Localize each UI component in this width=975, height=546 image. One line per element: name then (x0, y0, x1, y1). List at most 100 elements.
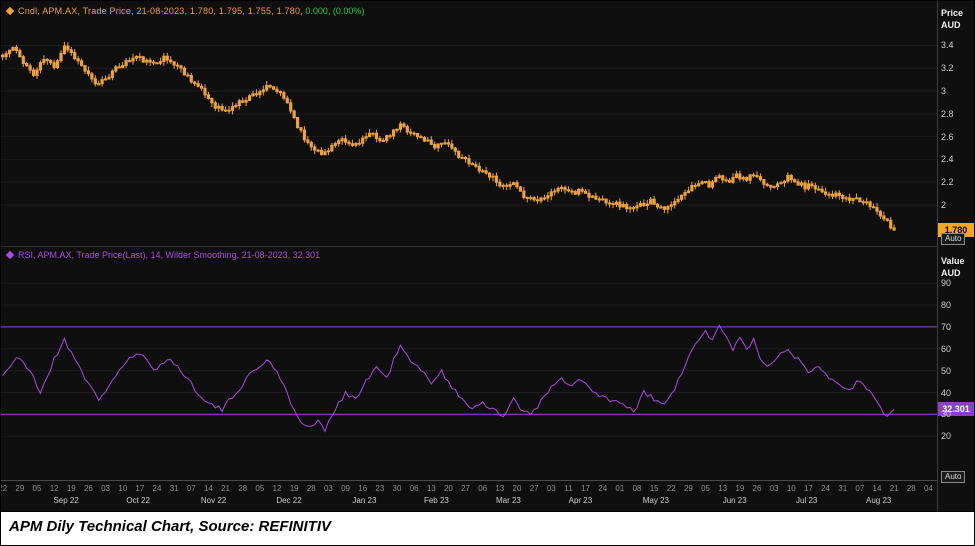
week-label: 15 (649, 484, 659, 493)
week-label: 26 (752, 484, 762, 493)
price-axis-tick-label: 2.4 (941, 154, 954, 165)
week-label: 21 (221, 484, 231, 493)
rsi-axis-tick-label: 90 (941, 278, 952, 289)
rsi-legend-text: RSI, APM.AX, Trade Price(Last), 14, Wild… (18, 250, 321, 260)
week-label: 05 (32, 484, 42, 493)
price-axis-tick-label: 2.8 (941, 108, 954, 119)
week-label: 05 (255, 484, 265, 493)
month-label: Mar 23 (495, 496, 521, 505)
price-axis-tick-label: 2.6 (941, 131, 954, 142)
week-label: 31 (169, 484, 179, 493)
week-label: 19 (289, 484, 299, 493)
month-label: Apr 23 (568, 496, 593, 505)
week-label: 14 (872, 484, 882, 493)
week-label: 24 (152, 484, 162, 493)
week-label: 12 (49, 484, 59, 493)
price-axis-tick-label: 2 (941, 199, 947, 210)
week-label: 30 (392, 484, 402, 493)
month-label: Jun 23 (722, 496, 747, 505)
rsi-axis-tick-label: 30 (941, 409, 952, 420)
week-label: 24 (598, 484, 608, 493)
month-label: Sep 22 (53, 496, 79, 505)
week-label: 31 (838, 484, 848, 493)
month-label: Jul 23 (796, 496, 818, 505)
price-axis-tick-label: 2.2 (941, 177, 954, 188)
rsi-axis-tick-label: 50 (941, 365, 952, 376)
week-label: 28 (906, 484, 916, 493)
week-label: 17 (803, 484, 813, 493)
price-legend[interactable]: Cndl, APM.AX, Trade Price, 21-08-2023, 1… (5, 6, 365, 17)
price-axis-tick-label: 3.4 (941, 40, 954, 51)
week-label: 28 (238, 484, 248, 493)
week-label: 13 (495, 484, 505, 493)
price-legend-text: Cndl, APM.AX, Trade Price, 21-08-2023, 1… (18, 6, 303, 16)
week-label: 13 (718, 484, 728, 493)
month-label: Feb 23 (423, 496, 449, 505)
right-axis: Price AUD Value AUD 1.780 32.301 Auto Au… (937, 1, 974, 511)
week-label: 06 (409, 484, 419, 493)
week-label: 03 (101, 484, 111, 493)
week-label: 17 (135, 484, 145, 493)
week-label: 08 (632, 484, 642, 493)
week-label: 07 (186, 484, 196, 493)
rsi-series-icon (5, 250, 15, 260)
month-label: Aug 23 (866, 496, 892, 505)
week-label: 14 (203, 484, 213, 493)
rsi-axis-auto-button[interactable]: Auto (941, 471, 966, 483)
rsi-legend[interactable]: RSI, APM.AX, Trade Price(Last), 14, Wild… (5, 250, 321, 261)
last-rsi-badge: 32.301 (938, 402, 974, 417)
week-label: 21 (889, 484, 899, 493)
week-label: 10 (786, 484, 796, 493)
week-label: 07 (855, 484, 865, 493)
price-change-text: 0.000, (0.00%) (305, 6, 365, 16)
price-candlestick-panel[interactable] (1, 1, 937, 246)
week-label: 29 (15, 484, 25, 493)
week-label: 17 (581, 484, 591, 493)
price-axis-auto-button[interactable]: Auto (941, 233, 966, 245)
week-label: 10 (118, 484, 128, 493)
week-label: 20 (512, 484, 522, 493)
x-axis[interactable]: 22 29 05 12 19 26 03 10 17 24 31 07 14 21 28 05 12 19 28 03… (1, 480, 937, 511)
week-label: 28 (306, 484, 316, 493)
week-label: 20 (443, 484, 453, 493)
week-label: 05 (701, 484, 711, 493)
week-label: 24 (821, 484, 831, 493)
week-label: 11 (564, 484, 573, 493)
week-label: 16 (358, 484, 368, 493)
week-label: 03 (546, 484, 556, 493)
rsi-axis-tick-label: 40 (941, 387, 952, 398)
price-axis-tick-label: 3.2 (941, 63, 954, 74)
value-axis-title: Value AUD (941, 256, 965, 278)
rsi-axis-tick-label: 70 (941, 321, 952, 332)
week-label: 23 (375, 484, 385, 493)
week-label: 19 (735, 484, 745, 493)
week-label: 06 (478, 484, 488, 493)
week-label: 01 (615, 484, 625, 493)
week-label: 27 (461, 484, 471, 493)
price-axis-tick-label: 3 (941, 86, 947, 97)
week-label: 22 (666, 484, 676, 493)
week-label: 26 (83, 484, 93, 493)
rsi-axis-tick-label: 20 (941, 431, 952, 442)
week-label: 03 (769, 484, 779, 493)
rsi-panel[interactable] (1, 246, 937, 480)
week-label: 19 (66, 484, 76, 493)
week-label: 09 (341, 484, 351, 493)
month-label: Nov 22 (200, 496, 227, 505)
price-axis-title: Price AUD (941, 8, 964, 30)
week-label: 13 (426, 484, 436, 493)
week-label: 22 (1, 484, 8, 493)
month-label: Jan 23 (352, 496, 377, 505)
rsi-axis-tick-label: 80 (941, 300, 952, 311)
rsi-axis-tick-label: 60 (941, 343, 952, 354)
chart-caption: APM Dily Technical Chart, Source: REFINI… (1, 511, 974, 545)
week-label: 04 (923, 484, 933, 493)
week-label: 12 (272, 484, 282, 493)
candle-series-icon (5, 6, 15, 16)
week-label: 03 (323, 484, 333, 493)
week-label: 29 (683, 484, 693, 493)
week-label: 27 (529, 484, 539, 493)
month-label: May 23 (642, 496, 669, 505)
month-label: Dec 22 (276, 496, 302, 505)
